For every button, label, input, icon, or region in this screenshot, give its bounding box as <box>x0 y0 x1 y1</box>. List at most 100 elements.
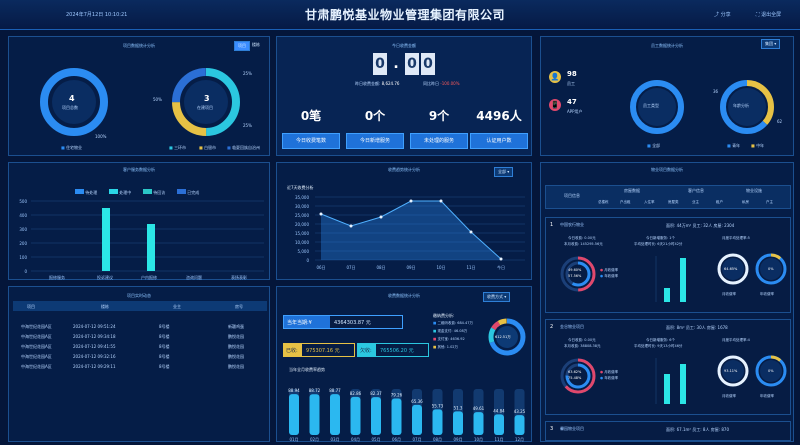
project-card[interactable]: 3 馨园物业项目 面积: 67.1m² 员工: 8人 房屋: 870 <box>545 421 791 441</box>
group-dropdown[interactable]: 集团 ▾ <box>761 39 781 49</box>
y-tick: 0 <box>306 258 309 263</box>
today-fee: 今日收费: 0.00元 <box>568 236 596 240</box>
tab-building[interactable]: 楼栋 <box>252 42 260 47</box>
panel-title: 项目实时动态 <box>127 293 151 298</box>
project-dynamic-panel: 项目实时动态 项目 楼栋 业主 房号 中海世纪花园A区 2024-07-12 09… <box>8 286 270 442</box>
table-row[interactable]: 中海世纪花园A区 2024-07-12 09:29:11 8号楼 鹏悦花园 <box>21 364 244 369</box>
ring2-pct-3: 25% <box>243 123 252 128</box>
col-header[interactable]: 项目信息 <box>564 193 580 198</box>
page-title[interactable]: 甘肃鹏悦基业物业管理集团有限公司 <box>304 8 505 22</box>
avg-time: 平均处理时长: 6天21小时42分 <box>634 242 683 246</box>
x-tick: 07月 <box>412 437 421 442</box>
ring1-label: 项目总数 <box>62 105 78 110</box>
collection-ring <box>560 256 596 292</box>
x-tick: 报修服务 <box>49 274 65 280</box>
stat-card[interactable]: 9个 未处理的服务 <box>410 105 468 149</box>
new-service: 今日新增服务: 6个 <box>646 338 676 342</box>
col-header[interactable]: 物业设施 <box>746 188 762 193</box>
bar <box>350 396 361 435</box>
ring-value: 612.51万 <box>495 335 511 339</box>
project-no: 1 <box>550 222 554 228</box>
month-fee: 本月收费: 38808.38元 <box>564 344 601 348</box>
fee-trend-chart: 35,000 30,000 25,000 20,000 15,000 10,00… <box>295 195 525 270</box>
table-header-cell: 房号 <box>235 304 243 309</box>
bar <box>412 404 422 435</box>
period-dropdown[interactable]: 全部 ▾ <box>494 167 514 177</box>
project-table-header: 项目信息 房屋数据 客户信息 物业设施 总楼栋 户出租 入住率 房屋类 业主 租户 私房户… <box>545 185 791 209</box>
table-header-cell: 楼栋 <box>101 304 109 309</box>
table-row[interactable]: 中海世纪花园A区 2024-07-12 09:41:55 8号楼 鹏悦花园 <box>21 344 244 349</box>
table-row[interactable]: 中海世纪花园A区 2024-07-12 09:34:18 8号楼 鹏悦花园 <box>21 334 244 339</box>
app-user-count: 47 <box>567 98 577 106</box>
project-info: 面积: 44万m² 员工: 32人 房屋: 2304 <box>666 223 735 228</box>
bar <box>147 224 155 271</box>
project-card[interactable]: 1 中国农行物业 面积: 44万m² 员工: 32人 房屋: 2304 今日收费… <box>545 217 791 313</box>
bar <box>309 394 320 435</box>
bar <box>330 394 340 435</box>
bars-title: 当年全月收费率趋势 <box>289 367 325 372</box>
customer-service-panel: 客户服务数据分析 待处理 处理中 待回访 已完成 500 400 300 200… <box>8 162 270 280</box>
legend-item: ● 年收缴率 <box>600 274 619 278</box>
legend-item: ■ 中年 <box>751 143 765 148</box>
age-ring <box>720 80 774 134</box>
table-row[interactable]: 中海世纪花园A区 2024-07-12 09:32:16 8号楼 鹏悦花园 <box>21 354 244 359</box>
unpaid-value: 765506.20 元 <box>380 348 414 354</box>
y-tick: 400 <box>19 213 27 218</box>
phone-icon: 📱 <box>549 99 561 111</box>
pay-method-dropdown[interactable]: 收费方式 ▾ <box>483 292 511 302</box>
ring-value: 93.11% <box>724 369 738 373</box>
ring2-pct-2: 50% <box>153 97 162 102</box>
new-service: 今日新增服务: 1个 <box>646 236 676 240</box>
user-icon: 👤 <box>549 71 561 83</box>
service-mini-chart <box>655 256 686 302</box>
ring1-pct: 100% <box>95 134 107 139</box>
project-card[interactable]: 2 金谷物业项目 面积: 8m² 员工: 30人 房屋: 1678 今日收费: … <box>545 319 791 415</box>
legend-item: 处理中 <box>109 189 131 196</box>
x-tick: 03月 <box>330 437 339 442</box>
project-info: 面积: 67.1m² 员工: 8人 房屋: 870 <box>666 427 729 432</box>
stat-card[interactable]: 0笔 今日收费笔数 <box>282 105 340 149</box>
chevron-down-icon[interactable]: ▾ <box>497 9 501 17</box>
stat-card[interactable]: 4496人 认证用户数 <box>470 105 528 149</box>
ring2-value: 3 <box>204 94 210 103</box>
legend-title: 缴纳费分析: <box>433 313 455 318</box>
legend-item: ■ 白银市 <box>199 145 217 150</box>
share-button[interactable]: ⤴ 分享 <box>714 12 731 18</box>
chart-subtitle: 近7天收费分析 <box>287 185 314 190</box>
panel-title: 收费数据统计分析 <box>388 293 420 298</box>
col-header[interactable]: 房屋数据 <box>624 188 640 193</box>
exit-fullscreen-button[interactable]: ⛶ 退出全屏 <box>756 12 782 18</box>
panel-title: 项目数据统计分析 <box>123 43 155 48</box>
panel-title: 客户服务数据分析 <box>123 167 155 172</box>
panel-title: 员工数据统计分析 <box>651 43 683 48</box>
panel-title: 物业项目数据分析 <box>651 167 683 172</box>
x-tick: 07日 <box>346 265 355 270</box>
table-header-cell: 项目 <box>27 304 35 309</box>
month-fee: 本月收费: 145295.56元 <box>564 242 603 246</box>
x-tick: 04月 <box>351 437 360 442</box>
datetime: 2024年7月12日 10:10:21 <box>66 12 128 18</box>
fee-digit: 0 <box>405 53 419 75</box>
stat-card[interactable]: 0个 今日新增服务 <box>346 105 404 149</box>
bar-value: 55.73 <box>432 403 444 408</box>
y-tick: 100 <box>19 255 27 260</box>
x-tick: 08日 <box>376 265 385 270</box>
bar-value: 88.94 <box>288 388 300 393</box>
monthly-rate-chart: 88.94 01月 88.72 02月 88.77 03月 82.86 04月 82.37 05月… <box>288 388 525 442</box>
bar <box>432 409 443 435</box>
table-row[interactable]: 中海世纪花园A区 2024-07-12 09:51:24 8号楼 新疆鸡蛋 <box>21 324 244 329</box>
x-tick: 户内报修 <box>141 274 157 280</box>
paid-box: 已收: 975307.16 元 <box>283 343 355 357</box>
tab-project[interactable]: 项目 <box>234 41 250 51</box>
bar-value: 44.84 <box>493 408 505 413</box>
header-bar: 2024年7月12日 10:10:21 甘肃鹏悦基业物业管理集团有限公司 ▾ ⤴… <box>0 0 800 30</box>
x-tick: 09日 <box>406 265 415 270</box>
project-building-ring <box>172 68 240 136</box>
bar <box>473 412 484 435</box>
bar-value: 82.37 <box>370 391 382 396</box>
col-header[interactable]: 客户信息 <box>688 188 704 193</box>
y-tick: 0 <box>24 269 27 274</box>
bar <box>514 415 525 435</box>
legend-item: ■ 其他: 1.02万 <box>433 345 459 349</box>
table-header: 项目 楼栋 业主 房号 <box>13 301 267 311</box>
